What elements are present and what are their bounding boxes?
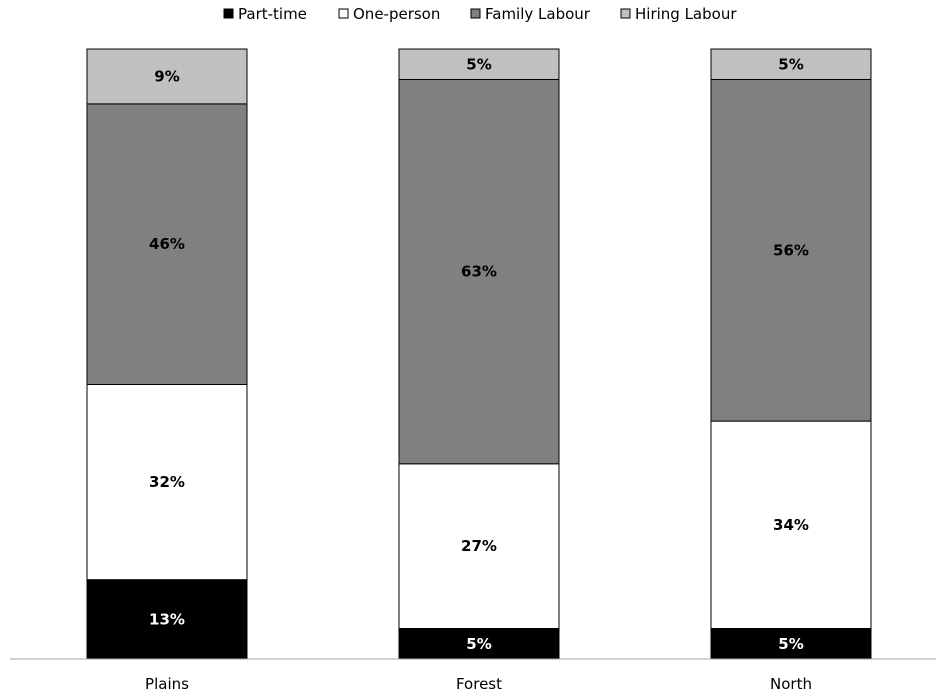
bar-segment-forest-hiring-labour — [398, 48, 560, 80]
x-axis: Plains Forest North — [10, 658, 936, 693]
x-tick-label-plains: Plains — [145, 675, 189, 693]
bar-segment-plains-one-person — [86, 384, 248, 581]
data-label-forest-family-labour: 63% — [461, 263, 497, 281]
legend-label-family-labour: Family Labour — [485, 5, 591, 23]
legend-swatch-hiring-labour — [620, 8, 631, 19]
legend-swatch-one-person — [338, 8, 349, 19]
data-label-plains-family-labour: 46% — [149, 235, 185, 253]
bar-segment-plains-part-time — [86, 579, 248, 660]
bar-group-plains: 13% 32% 46% 9% — [86, 48, 248, 660]
bar-segment-plains-hiring-labour — [86, 48, 248, 105]
bar-segment-north-family-labour — [710, 79, 872, 422]
data-label-forest-part-time: 5% — [466, 635, 491, 653]
bar-segment-north-hiring-labour — [710, 48, 872, 80]
legend-swatch-part-time — [223, 8, 234, 19]
bar-group-forest: 5% 27% 63% 5% — [398, 48, 560, 660]
x-tick-label-north: North — [770, 675, 812, 693]
legend-item-hiring-labour: Hiring Labour — [620, 5, 737, 23]
data-label-north-family-labour: 56% — [773, 241, 809, 259]
data-label-forest-hiring-labour: 5% — [466, 55, 491, 73]
legend-item-part-time: Part-time — [223, 5, 307, 23]
bar-group-north: 5% 34% 56% 5% — [710, 48, 872, 660]
bar-segment-forest-family-labour — [398, 79, 560, 465]
bars: 13% 32% 46% 9% 5% 27% 63% 5% 5% 34% 56% 5% — [86, 48, 872, 660]
data-label-north-hiring-labour: 5% — [778, 55, 803, 73]
data-label-forest-one-person: 27% — [461, 537, 497, 555]
legend-label-one-person: One-person — [353, 5, 440, 23]
legend-label-part-time: Part-time — [238, 5, 307, 23]
bar-segment-north-one-person — [710, 420, 872, 629]
legend: Part-time One-person Family Labour Hiring L… — [223, 5, 737, 23]
data-label-plains-part-time: 13% — [149, 610, 185, 628]
data-label-plains-hiring-labour: 9% — [154, 67, 179, 85]
x-tick-label-forest: Forest — [456, 675, 502, 693]
legend-item-one-person: One-person — [338, 5, 440, 23]
data-label-plains-one-person: 32% — [149, 473, 185, 491]
data-label-north-part-time: 5% — [778, 635, 803, 653]
legend-item-family-labour: Family Labour — [470, 5, 591, 23]
data-label-north-one-person: 34% — [773, 516, 809, 534]
legend-swatch-family-labour — [470, 8, 481, 19]
legend-label-hiring-labour: Hiring Labour — [635, 5, 737, 23]
bar-segment-forest-one-person — [398, 463, 560, 629]
